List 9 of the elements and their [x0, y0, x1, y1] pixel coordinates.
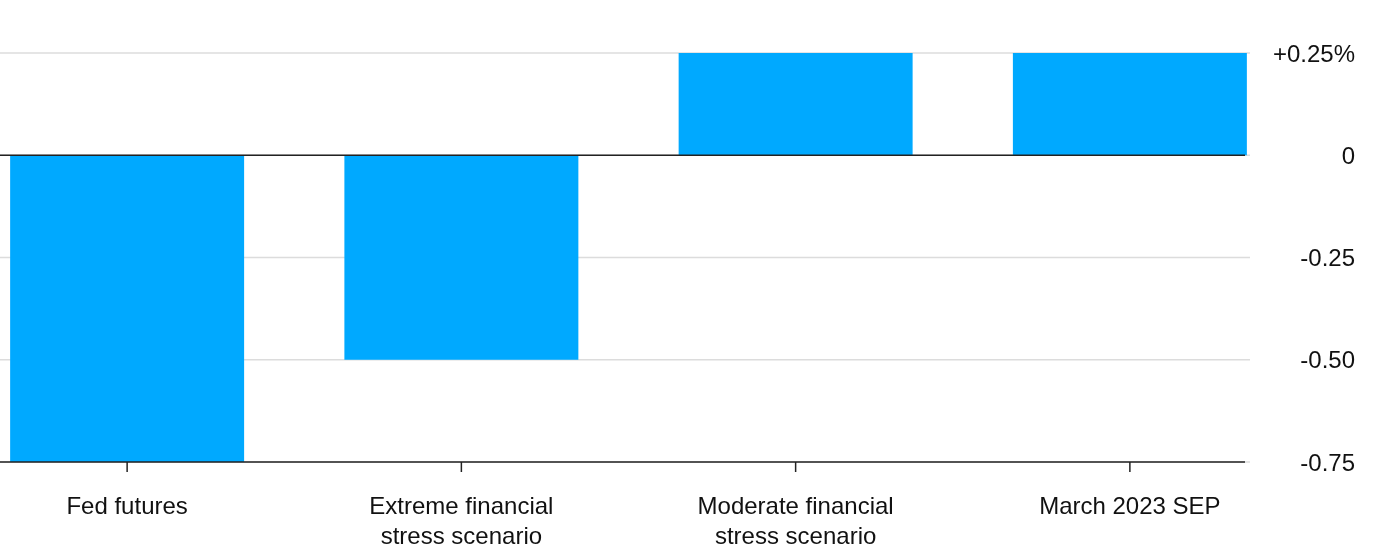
x-tick-label: Moderate financial stress scenario [697, 492, 894, 549]
y-tick-label: +0.25% [1272, 39, 1355, 67]
x-tick-label: March 2023 SEP [1039, 492, 1221, 519]
y-tick-label: -0.25 [1300, 244, 1355, 271]
x-tick-label: Fed futures [66, 492, 188, 519]
x-tick-label: Extreme financial stress scenario [369, 492, 554, 549]
y-tick-label: -0.50 [1300, 346, 1355, 374]
y-tick-label: -0.75 [1300, 448, 1355, 476]
y-tick-label: 0 [1341, 141, 1355, 169]
